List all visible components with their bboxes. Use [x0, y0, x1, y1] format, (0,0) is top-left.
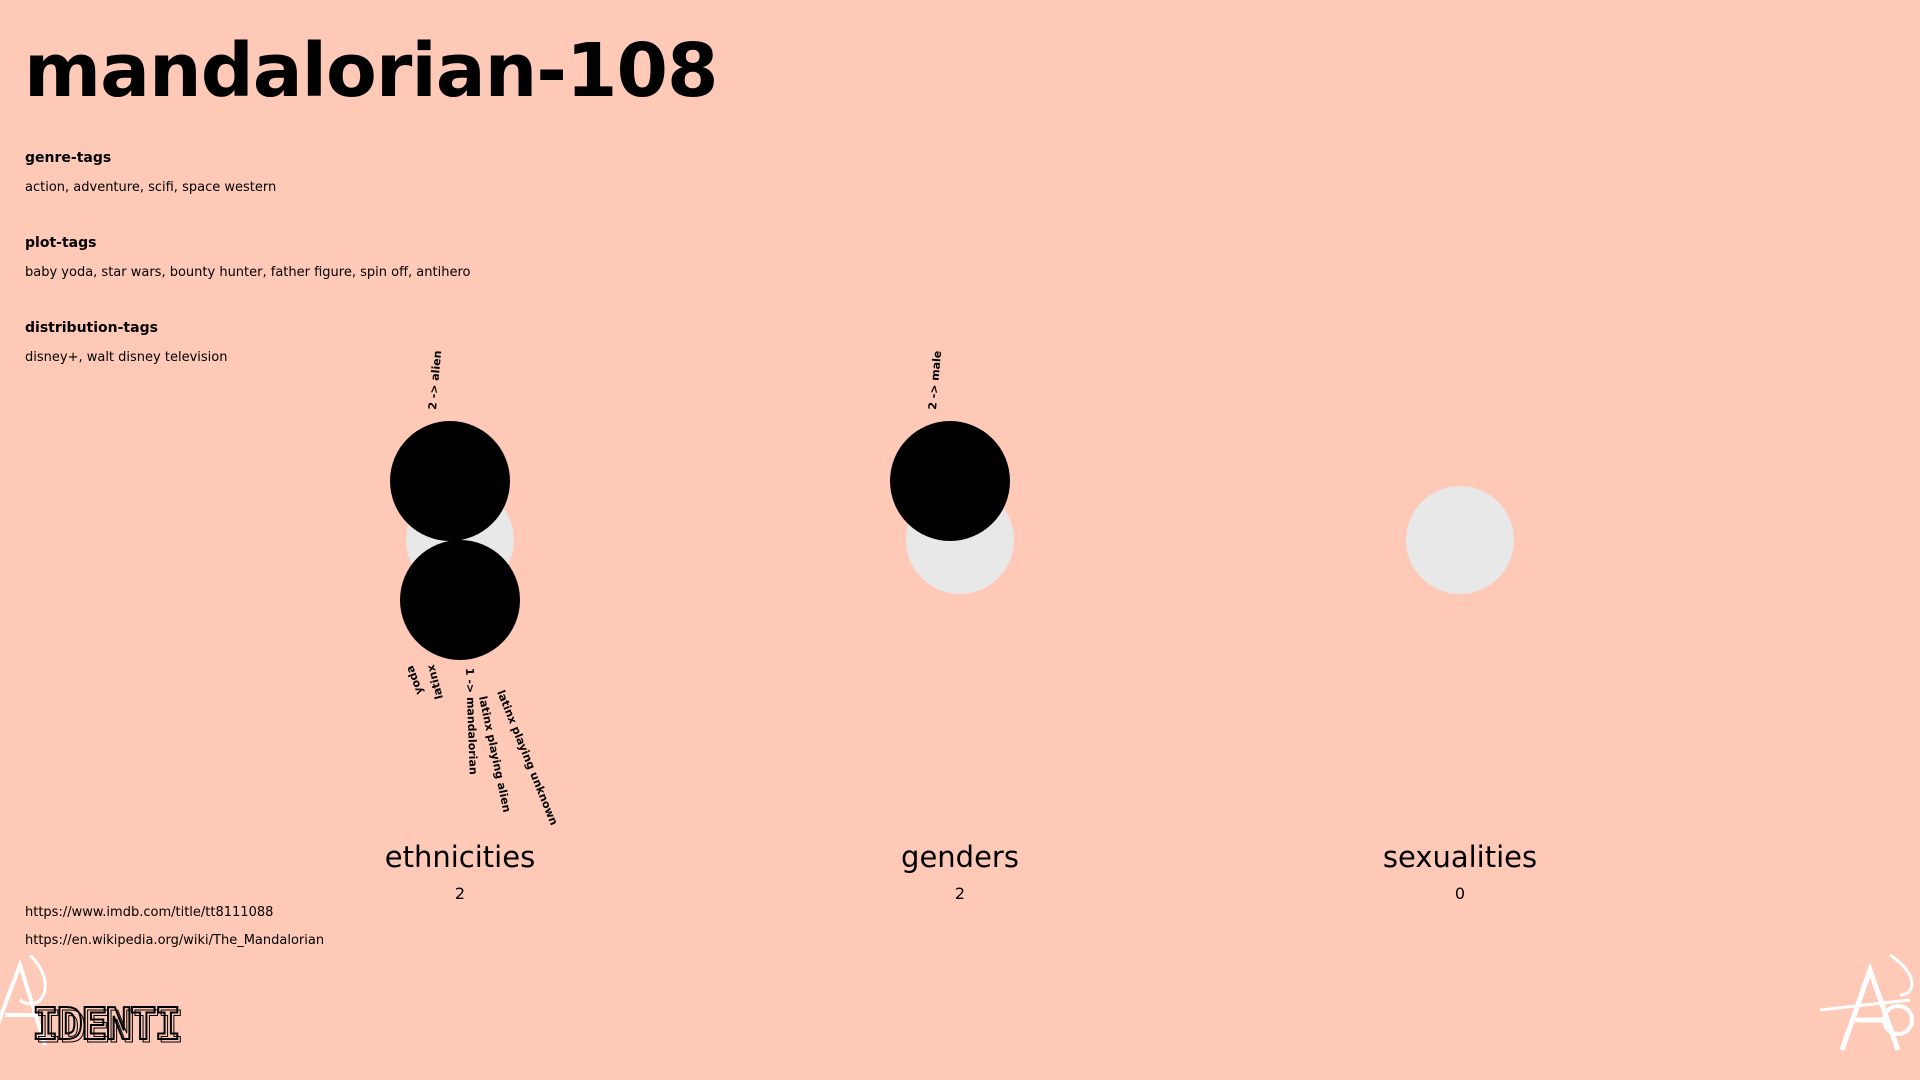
genre-tags-section: genre-tags action, adventure, scifi, spa…: [25, 150, 276, 195]
identi-logo-icon: IDENTI IDENTI: [31, 998, 184, 1054]
ethnicities-label-latinx: latinx: [424, 663, 446, 700]
logo-text-shadow: IDENTI: [35, 1002, 182, 1053]
genders-chart: 2 -> male: [890, 350, 1014, 594]
plot-tags-values: baby yoda, star wars, bounty hunter, fat…: [25, 265, 471, 280]
ethnicities-chart: 2 -> alien yoda latinx 1 -> mandalorian …: [390, 350, 560, 827]
distribution-tags-heading: distribution-tags: [25, 320, 158, 336]
distribution-tags-section: distribution-tags disney+, walt disney t…: [25, 320, 227, 365]
corner-logo-right-icon: [1820, 953, 1914, 1051]
sexualities-chart: [1406, 486, 1514, 594]
identi-logo: IDENTI IDENTI: [30, 994, 190, 1058]
sexualities-count: 0: [1454, 884, 1466, 903]
ethnicities-top-label: 2 -> alien: [426, 350, 444, 410]
genre-tags-heading: genre-tags: [25, 150, 112, 166]
imdb-link[interactable]: https://www.imdb.com/title/tt8111088: [25, 905, 274, 920]
page-title: mandalorian-108: [24, 28, 718, 114]
genders-top-label: 2 -> male: [926, 350, 944, 410]
genders-label: genders: [901, 840, 1019, 874]
ethnicities-label-yoda: yoda: [403, 664, 425, 697]
ethnicities-label: ethnicities: [384, 840, 536, 874]
wikipedia-link[interactable]: https://en.wikipedia.org/wiki/The_Mandal…: [25, 933, 325, 948]
ethnicities-mandalorian-circle: [400, 540, 520, 660]
logo-text: IDENTI: [32, 999, 179, 1050]
sexualities-base-circle: [1406, 486, 1514, 594]
ethnicities-alien-circle: [390, 421, 510, 541]
ethnicities-count: 2: [454, 884, 466, 903]
plot-tags-heading: plot-tags: [25, 235, 97, 251]
plot-tags-section: plot-tags baby yoda, star wars, bounty h…: [25, 235, 470, 280]
sexualities-label: sexualities: [1382, 840, 1538, 874]
ethnicities-label-mandalorian: 1 -> mandalorian: [463, 668, 480, 775]
genders-male-circle: [890, 421, 1010, 541]
genders-count: 2: [954, 884, 966, 903]
genre-tags-values: action, adventure, scifi, space western: [25, 180, 277, 195]
distribution-tags-values: disney+, walt disney television: [25, 350, 228, 365]
corner-logo-left-icon: [0, 955, 47, 1046]
